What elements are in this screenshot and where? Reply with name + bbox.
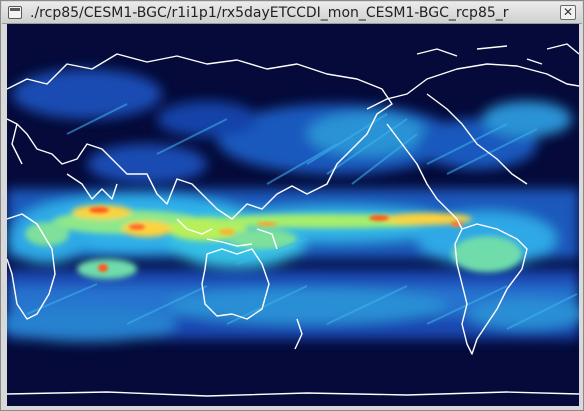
window-menu-icon[interactable]	[8, 6, 22, 19]
storm-track-north	[12, 69, 572, 184]
map-svg	[7, 24, 579, 406]
itcz-core	[25, 205, 522, 279]
precipitation-map	[7, 24, 579, 406]
coastlines	[7, 43, 579, 397]
map-frame	[7, 24, 579, 406]
title-bar[interactable]: ./rcp85/CESM1-BGC/r1i1p1/rx5dayETCCDI_mo…	[2, 2, 582, 24]
window-title: ./rcp85/CESM1-BGC/r1i1p1/rx5dayETCCDI_mo…	[30, 5, 509, 21]
streak-texture	[26, 103, 578, 330]
storm-track-south	[7, 269, 579, 342]
close-button[interactable]: ✕	[560, 5, 576, 20]
extreme-cores	[89, 207, 463, 272]
